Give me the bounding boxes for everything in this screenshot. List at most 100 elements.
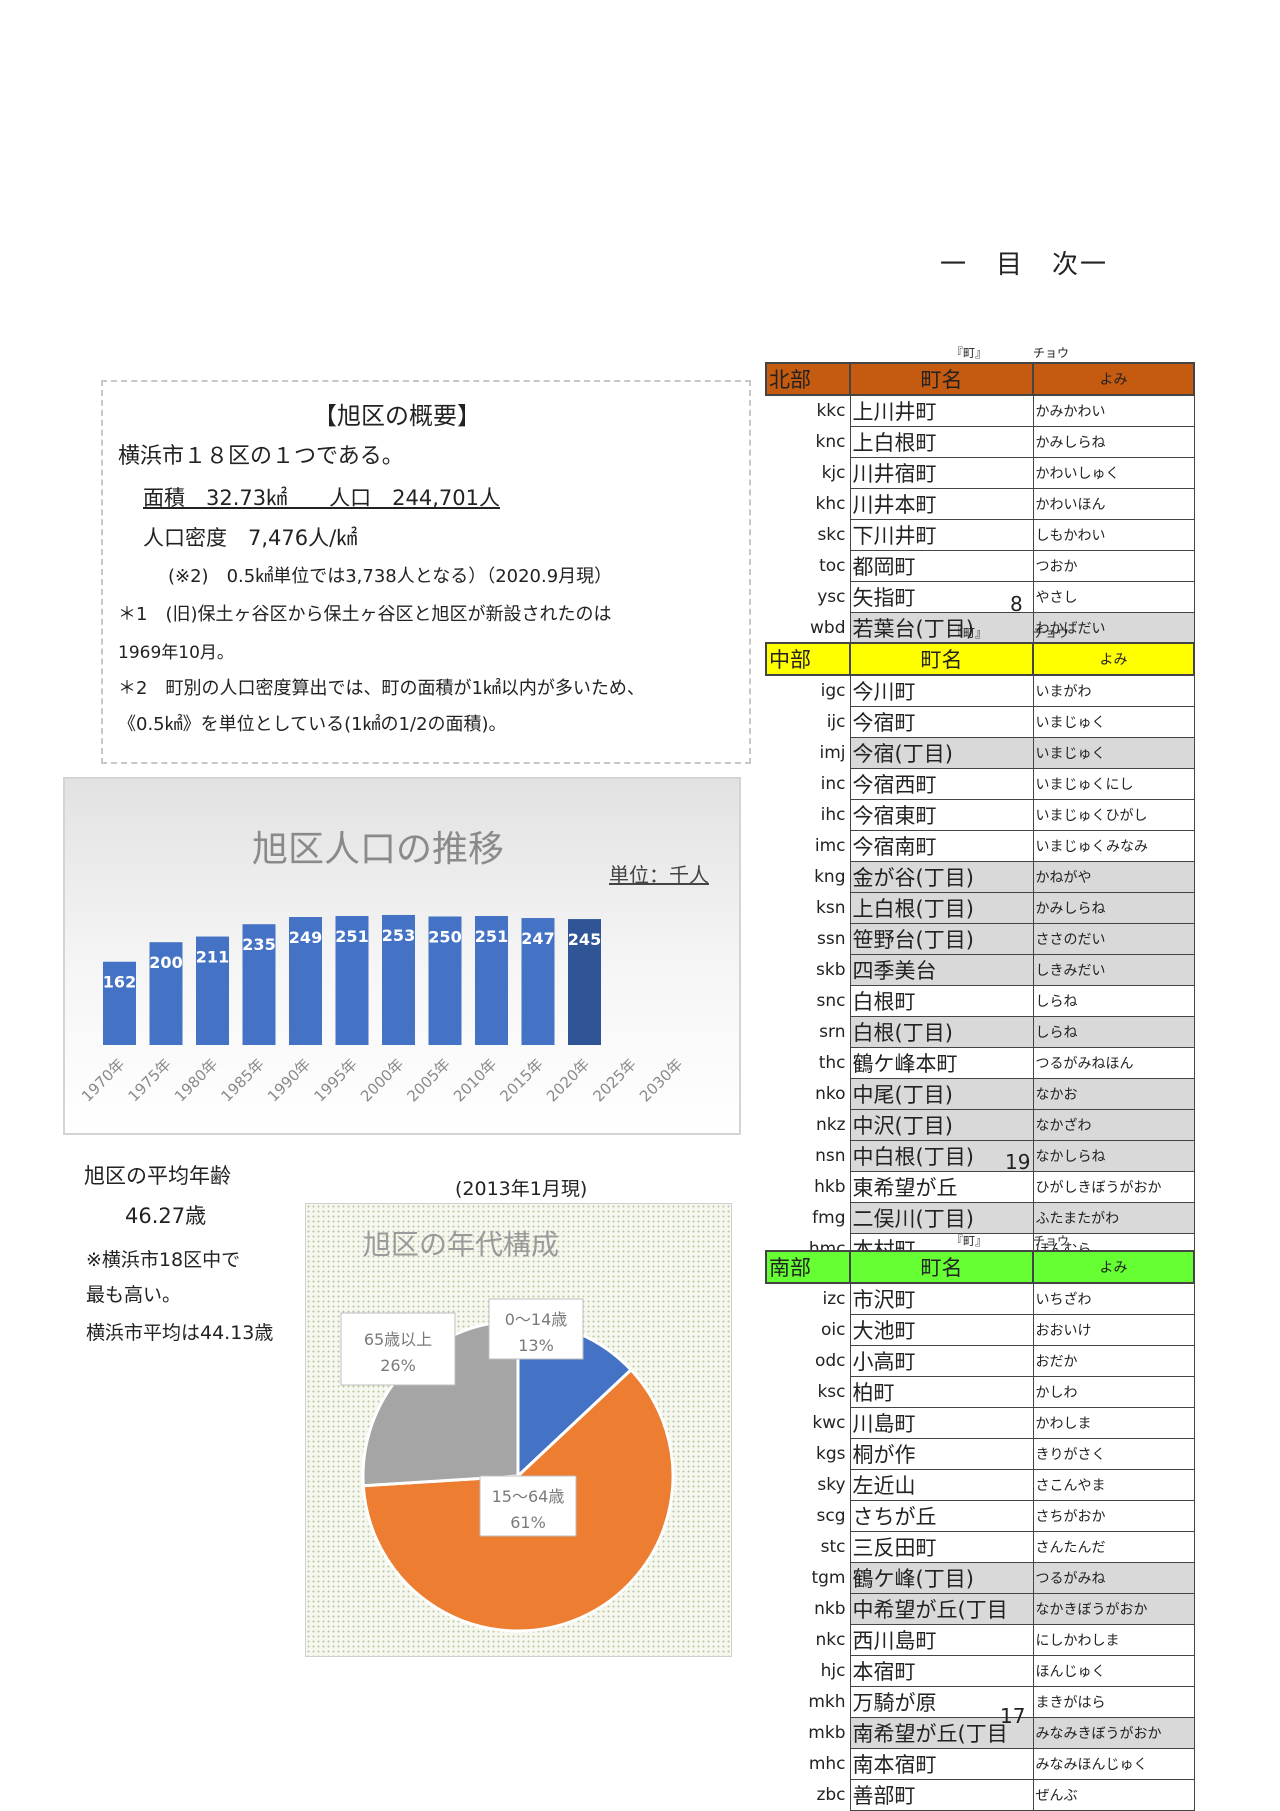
pie-chart-svg: 旭区の年代構成 0～14歳 13% 15～64歳 61% 65歳以上 26% bbox=[340, 1228, 675, 1633]
town-code: nkz bbox=[815, 1115, 846, 1135]
table-row: kng 金が谷(丁目) かねがや bbox=[766, 861, 1195, 893]
bar-value-label: 162 bbox=[103, 973, 136, 992]
town-code: igc bbox=[820, 681, 846, 702]
town-code: zbc bbox=[816, 1785, 846, 1805]
x-tick-label: 2015年 bbox=[496, 1055, 546, 1105]
town-name: 今宿(丁目) bbox=[849, 737, 1034, 769]
average-age-label: 旭区の平均年齢 bbox=[84, 1164, 231, 1188]
town-reading: いちざわ bbox=[1032, 1282, 1195, 1315]
town-reading: かみしらね bbox=[1032, 892, 1195, 924]
town-name: 中沢(丁目) bbox=[849, 1109, 1034, 1141]
bar-value-label: 253 bbox=[382, 926, 415, 945]
town-code: mhc bbox=[808, 1754, 846, 1774]
town-name: 西川島町 bbox=[849, 1624, 1034, 1656]
average-age-value: 46.27歳 bbox=[125, 1204, 207, 1228]
town-reading: きりがさく bbox=[1032, 1438, 1195, 1470]
town-reading: いまじゅくにし bbox=[1032, 768, 1195, 800]
average-age-note: 最も高い。 bbox=[86, 1284, 182, 1306]
town-name: 善部町 bbox=[849, 1779, 1034, 1811]
x-tick-label: 1985年 bbox=[217, 1055, 267, 1105]
table-header-row: 北部 町名 よみ bbox=[765, 362, 1195, 396]
table-row: mkh 万騎が原 まきがはら bbox=[766, 1686, 1195, 1718]
town-name: 大池町 bbox=[849, 1314, 1034, 1346]
town-name-header: 町名 bbox=[849, 1250, 1034, 1284]
town-name: 中希望が丘(丁目 bbox=[849, 1593, 1034, 1625]
table-row: fmg 二俣川(丁目) ふたまたがわ bbox=[766, 1202, 1195, 1234]
pie-slice-label: 0～14歳 bbox=[505, 1310, 568, 1329]
town-reading: かしわ bbox=[1032, 1376, 1195, 1408]
toc-title: 一 目 次一 bbox=[940, 250, 1109, 280]
pie-chart-date: (2013年1月現) bbox=[455, 1178, 588, 1200]
town-name: さちが丘 bbox=[849, 1500, 1034, 1532]
town-reading: なかきぼうがおか bbox=[1032, 1593, 1195, 1625]
table-row: skb 四季美台 しきみだい bbox=[766, 954, 1195, 986]
bar-1985年 bbox=[242, 924, 276, 1045]
table-row: hjc 本宿町 ほんじゅく bbox=[766, 1655, 1195, 1687]
town-name: 白根(丁目) bbox=[849, 1016, 1034, 1048]
x-tick-label: 1990年 bbox=[264, 1055, 314, 1105]
town-reading: いまじゅくひがし bbox=[1032, 799, 1195, 831]
south-town-table: 南部 町名 よみ izc 市沢町 いちざわ oic 大池町 おおいけ odc 小高町 おだか ksc 柏町… bbox=[765, 1250, 1195, 1811]
overview-footnote: ＊2 町別の人口密度算出では、町の面積が1㎢以内が多いため、 bbox=[118, 678, 645, 699]
table-row: ksc 柏町 かしわ bbox=[766, 1376, 1195, 1408]
town-name: 二俣川(丁目) bbox=[849, 1202, 1034, 1234]
town-name: 左近山 bbox=[849, 1469, 1034, 1501]
region-label: 北部 bbox=[765, 362, 851, 396]
x-tick-label: 1995年 bbox=[310, 1055, 360, 1105]
overview-footnote: ＊1 (旧)保土ヶ谷区から保土ヶ谷区と旭区が新設されたのは bbox=[118, 604, 612, 625]
town-code: srn bbox=[819, 1022, 846, 1042]
town-name: 本宿町 bbox=[849, 1655, 1034, 1687]
table-row: scg さちが丘 さちがおか bbox=[766, 1500, 1195, 1532]
table-row: tgm 鶴ケ峰(丁目) つるがみね bbox=[766, 1562, 1195, 1594]
town-name: 南本宿町 bbox=[849, 1748, 1034, 1780]
town-name: 中尾(丁目) bbox=[849, 1078, 1034, 1110]
region-label: 中部 bbox=[765, 642, 851, 676]
town-code: oic bbox=[821, 1320, 846, 1340]
town-code: nkb bbox=[814, 1599, 846, 1619]
town-name: 中白根(丁目) bbox=[849, 1140, 1034, 1172]
reading-header: よみ bbox=[1032, 1250, 1195, 1284]
town-reading: かわいほん bbox=[1032, 488, 1195, 520]
x-tick-label: 2000年 bbox=[357, 1055, 407, 1105]
bar-value-label: 251 bbox=[475, 927, 508, 946]
x-tick-label: 2005年 bbox=[403, 1055, 453, 1105]
town-code: kkc bbox=[816, 401, 846, 422]
town-reading: ささのだい bbox=[1032, 923, 1195, 955]
town-reading: まきがはら bbox=[1032, 1686, 1195, 1718]
pie-label-box bbox=[479, 1475, 577, 1537]
bar-value-label: 249 bbox=[289, 928, 322, 947]
town-reading: かみかわい bbox=[1032, 394, 1195, 427]
town-name: 矢指町 bbox=[849, 581, 1034, 613]
table-row: ijc 今宿町 いまじゅく bbox=[766, 706, 1195, 738]
town-name: 小高町 bbox=[849, 1345, 1034, 1377]
town-name: 今宿南町 bbox=[849, 830, 1034, 862]
town-code: scg bbox=[816, 1506, 846, 1526]
bar-value-label: 235 bbox=[242, 935, 275, 954]
town-name: 上白根(丁目) bbox=[849, 892, 1034, 924]
table-row: inc 今宿西町 いまじゅくにし bbox=[766, 768, 1195, 800]
table-row: kgs 桐が作 きりがさく bbox=[766, 1438, 1195, 1470]
town-reading: いまじゅく bbox=[1032, 737, 1195, 769]
bar-2010年 bbox=[475, 915, 508, 1045]
overview-line: 横浜市１８区の１つである。 bbox=[118, 444, 404, 469]
town-code: imj bbox=[819, 743, 846, 763]
town-reading: ほんじゅく bbox=[1032, 1655, 1195, 1687]
town-reading: いまじゅく bbox=[1032, 706, 1195, 738]
cho-kana: チョウ bbox=[1033, 346, 1070, 360]
town-reading: なかお bbox=[1032, 1078, 1195, 1110]
table-row: sky 左近山 さこんやま bbox=[766, 1469, 1195, 1501]
town-code: tgm bbox=[811, 1568, 846, 1588]
town-code: nkc bbox=[815, 1630, 846, 1650]
overview-density: 人口密度 7,476人/㎢ bbox=[143, 526, 358, 550]
bar-2015年 bbox=[521, 918, 555, 1045]
cho-kana: チョウ bbox=[1033, 1234, 1070, 1248]
pie-label-box bbox=[488, 1298, 584, 1360]
town-name: 笹野台(丁目) bbox=[849, 923, 1034, 955]
table-row: mkb 南希望が丘(丁目 みなみきぼうがおか bbox=[766, 1717, 1195, 1749]
town-code: hjc bbox=[820, 1661, 846, 1681]
town-code: hkb bbox=[814, 1177, 846, 1197]
x-tick-label: 2030年 bbox=[636, 1055, 686, 1105]
town-name: 東希望が丘 bbox=[849, 1171, 1034, 1203]
town-code: knc bbox=[815, 432, 846, 452]
x-tick-label: 1970年 bbox=[78, 1055, 128, 1105]
